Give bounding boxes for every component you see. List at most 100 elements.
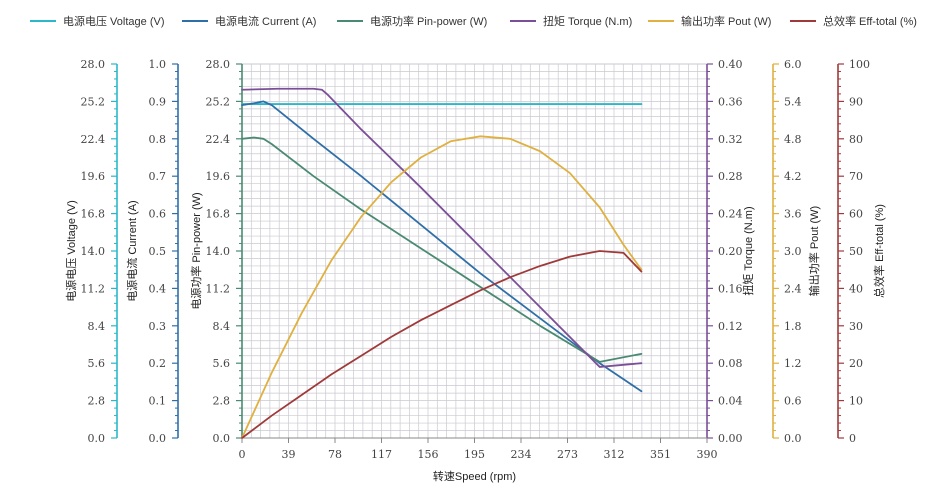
y-tick-label-pout: 4.8 (784, 133, 802, 146)
y-tick-label-torque: 0.36 (718, 95, 743, 108)
y-axis-title-eff: 总效率 Eff-total (%) (872, 204, 886, 298)
legend-label-torque: 扭矩 Torque (N.m) (543, 14, 632, 28)
y-tick-label-pout: 3.0 (784, 245, 802, 258)
legend-item-torque: 扭矩 Torque (N.m) (510, 14, 632, 28)
x-tick-label: 234 (511, 448, 532, 461)
legend: 电源电压 Voltage (V) 电源电流 Current (A) 电源功率 Pin… (30, 14, 917, 28)
y-tick-label-voltage: 0.0 (88, 432, 106, 445)
y-tick-label-current: 0.2 (149, 357, 167, 370)
y-tick-label-voltage: 19.6 (81, 170, 106, 183)
y-tick-label-pin: 16.8 (206, 208, 231, 221)
y-axis-eff: 0 10 20 30 40 50 60 70 80 90 100 总效率 Eff-total (%) (837, 58, 886, 445)
y-tick-label-pin: 25.2 (206, 95, 231, 108)
legend-label-current: 电源电流 Current (A) (215, 14, 316, 28)
x-tick-label: 273 (557, 448, 578, 461)
y-tick-label-current: 0.4 (149, 282, 167, 295)
legend-item-pin: 电源功率 Pin-power (W) (337, 14, 487, 28)
plot-grid (241, 63, 708, 439)
y-tick-label-current: 0.5 (149, 245, 167, 258)
y-tick-label-current: 0.6 (149, 208, 167, 221)
series-line-current (241, 100, 643, 393)
y-tick-label-current: 0.7 (149, 170, 167, 183)
y-tick-label-eff: 90 (849, 95, 863, 108)
y-tick-label-pin: 5.6 (213, 357, 231, 370)
x-tick-label: 195 (464, 448, 485, 461)
y-tick-label-pout: 3.6 (784, 208, 802, 221)
y-tick-label-pout: 0.0 (784, 432, 802, 445)
y-tick-label-pin: 11.2 (206, 282, 231, 295)
y-tick-label-eff: 10 (849, 395, 863, 408)
y-axis-pin: 0.0 2.8 5.6 8.4 11.2 14.0 16.8 19.6 22.4 25.2 28.0… (189, 58, 243, 445)
y-tick-label-pin: 8.4 (213, 320, 231, 333)
y-tick-label-voltage: 25.2 (81, 95, 106, 108)
y-tick-label-torque: 0.24 (718, 208, 743, 221)
y-tick-label-current: 0.0 (149, 432, 167, 445)
y-tick-label-voltage: 5.6 (88, 357, 106, 370)
y-tick-label-pin: 28.0 (206, 58, 231, 71)
y-axis-title-pout: 输出功率 Pout (W) (807, 206, 821, 296)
series-line-torque (241, 87, 643, 368)
legend-item-eff: 总效率 Eff-total (%) (790, 14, 917, 28)
y-tick-label-voltage: 14.0 (81, 245, 106, 258)
x-tick-label: 312 (604, 448, 625, 461)
y-tick-label-voltage: 22.4 (81, 133, 106, 146)
y-tick-label-current: 0.9 (149, 95, 167, 108)
y-tick-label-torque: 0.40 (718, 58, 743, 71)
y-tick-label-torque: 0.00 (718, 432, 743, 445)
y-tick-label-eff: 0 (849, 432, 856, 445)
y-axis-current: 0.0 0.1 0.2 0.3 0.4 0.5 0.6 0.7 0.8 0.9 1.0 电源电流 Cu… (125, 58, 179, 445)
legend-label-voltage: 电源电压 Voltage (V) (63, 14, 164, 28)
y-tick-label-eff: 60 (849, 208, 863, 221)
y-tick-label-torque: 0.12 (718, 320, 743, 333)
y-tick-label-torque: 0.04 (718, 395, 743, 408)
x-axis: 0 39 78 117 156 195 234 273 312 351 390 (239, 437, 718, 461)
y-tick-label-torque: 0.16 (718, 282, 743, 295)
series-lines (241, 87, 643, 439)
y-tick-label-torque: 0.20 (718, 245, 743, 258)
y-axis-title-voltage: 电源电压 Voltage (V) (64, 200, 78, 301)
legend-item-voltage: 电源电压 Voltage (V) (30, 14, 164, 28)
y-tick-label-pout: 5.4 (784, 95, 802, 108)
y-tick-label-pout: 0.6 (784, 395, 802, 408)
y-tick-label-pout: 1.8 (784, 320, 802, 333)
y-axis-title-torque: 扭矩 Torque (N.m) (741, 206, 755, 295)
x-tick-label: 390 (697, 448, 718, 461)
y-axis-torque: 0.00 0.04 0.08 0.12 0.16 0.20 0.24 0.28 0.32 0.36… (706, 58, 755, 445)
y-tick-label-pin: 19.6 (206, 170, 231, 183)
x-tick-label: 117 (371, 448, 392, 461)
legend-item-pout: 输出功率 Pout (W) (648, 14, 771, 28)
y-tick-label-eff: 80 (849, 133, 863, 146)
y-tick-label-current: 0.8 (149, 133, 167, 146)
y-tick-label-current: 0.1 (149, 395, 167, 408)
x-tick-label: 156 (418, 448, 439, 461)
y-tick-label-voltage: 2.8 (88, 395, 106, 408)
y-tick-label-current: 0.3 (149, 320, 167, 333)
y-axis-pout: 0.0 0.6 1.2 1.8 2.4 3.0 3.6 4.2 4.8 5.4 6.0 输出功率 Po… (772, 58, 821, 445)
y-tick-label-torque: 0.28 (718, 170, 743, 183)
x-axis-title: 转速Speed (rpm) (433, 469, 516, 483)
y-tick-label-pin: 2.8 (213, 395, 231, 408)
y-tick-label-voltage: 11.2 (81, 282, 106, 295)
legend-label-eff: 总效率 Eff-total (%) (823, 14, 917, 28)
series-line-pin (241, 136, 643, 363)
legend-label-pin: 电源功率 Pin-power (W) (370, 14, 487, 28)
y-tick-label-pin: 22.4 (206, 133, 231, 146)
series-line-eff (241, 250, 643, 439)
y-tick-label-current: 1.0 (149, 58, 167, 71)
y-tick-label-pin: 0.0 (213, 432, 231, 445)
y-tick-label-eff: 30 (849, 320, 863, 333)
y-tick-label-torque: 0.32 (718, 133, 743, 146)
y-tick-label-voltage: 28.0 (81, 58, 106, 71)
y-tick-label-pin: 14.0 (206, 245, 231, 258)
y-axis-title-current: 电源电流 Current (A) (125, 200, 139, 301)
series-line-pout (241, 135, 643, 439)
y-axis-voltage: 0.0 2.8 5.6 8.4 11.2 14.0 16.8 19.6 22.4 25.2 28.0… (64, 58, 118, 445)
x-tick-label: 78 (328, 448, 342, 461)
y-tick-label-pout: 2.4 (784, 282, 802, 295)
y-tick-label-pout: 1.2 (784, 357, 802, 370)
x-tick-label: 351 (650, 448, 671, 461)
y-axis-title-pin: 电源功率 Pin-power (W) (189, 192, 203, 309)
y-tick-label-eff: 50 (849, 245, 863, 258)
y-tick-label-eff: 40 (849, 282, 863, 295)
